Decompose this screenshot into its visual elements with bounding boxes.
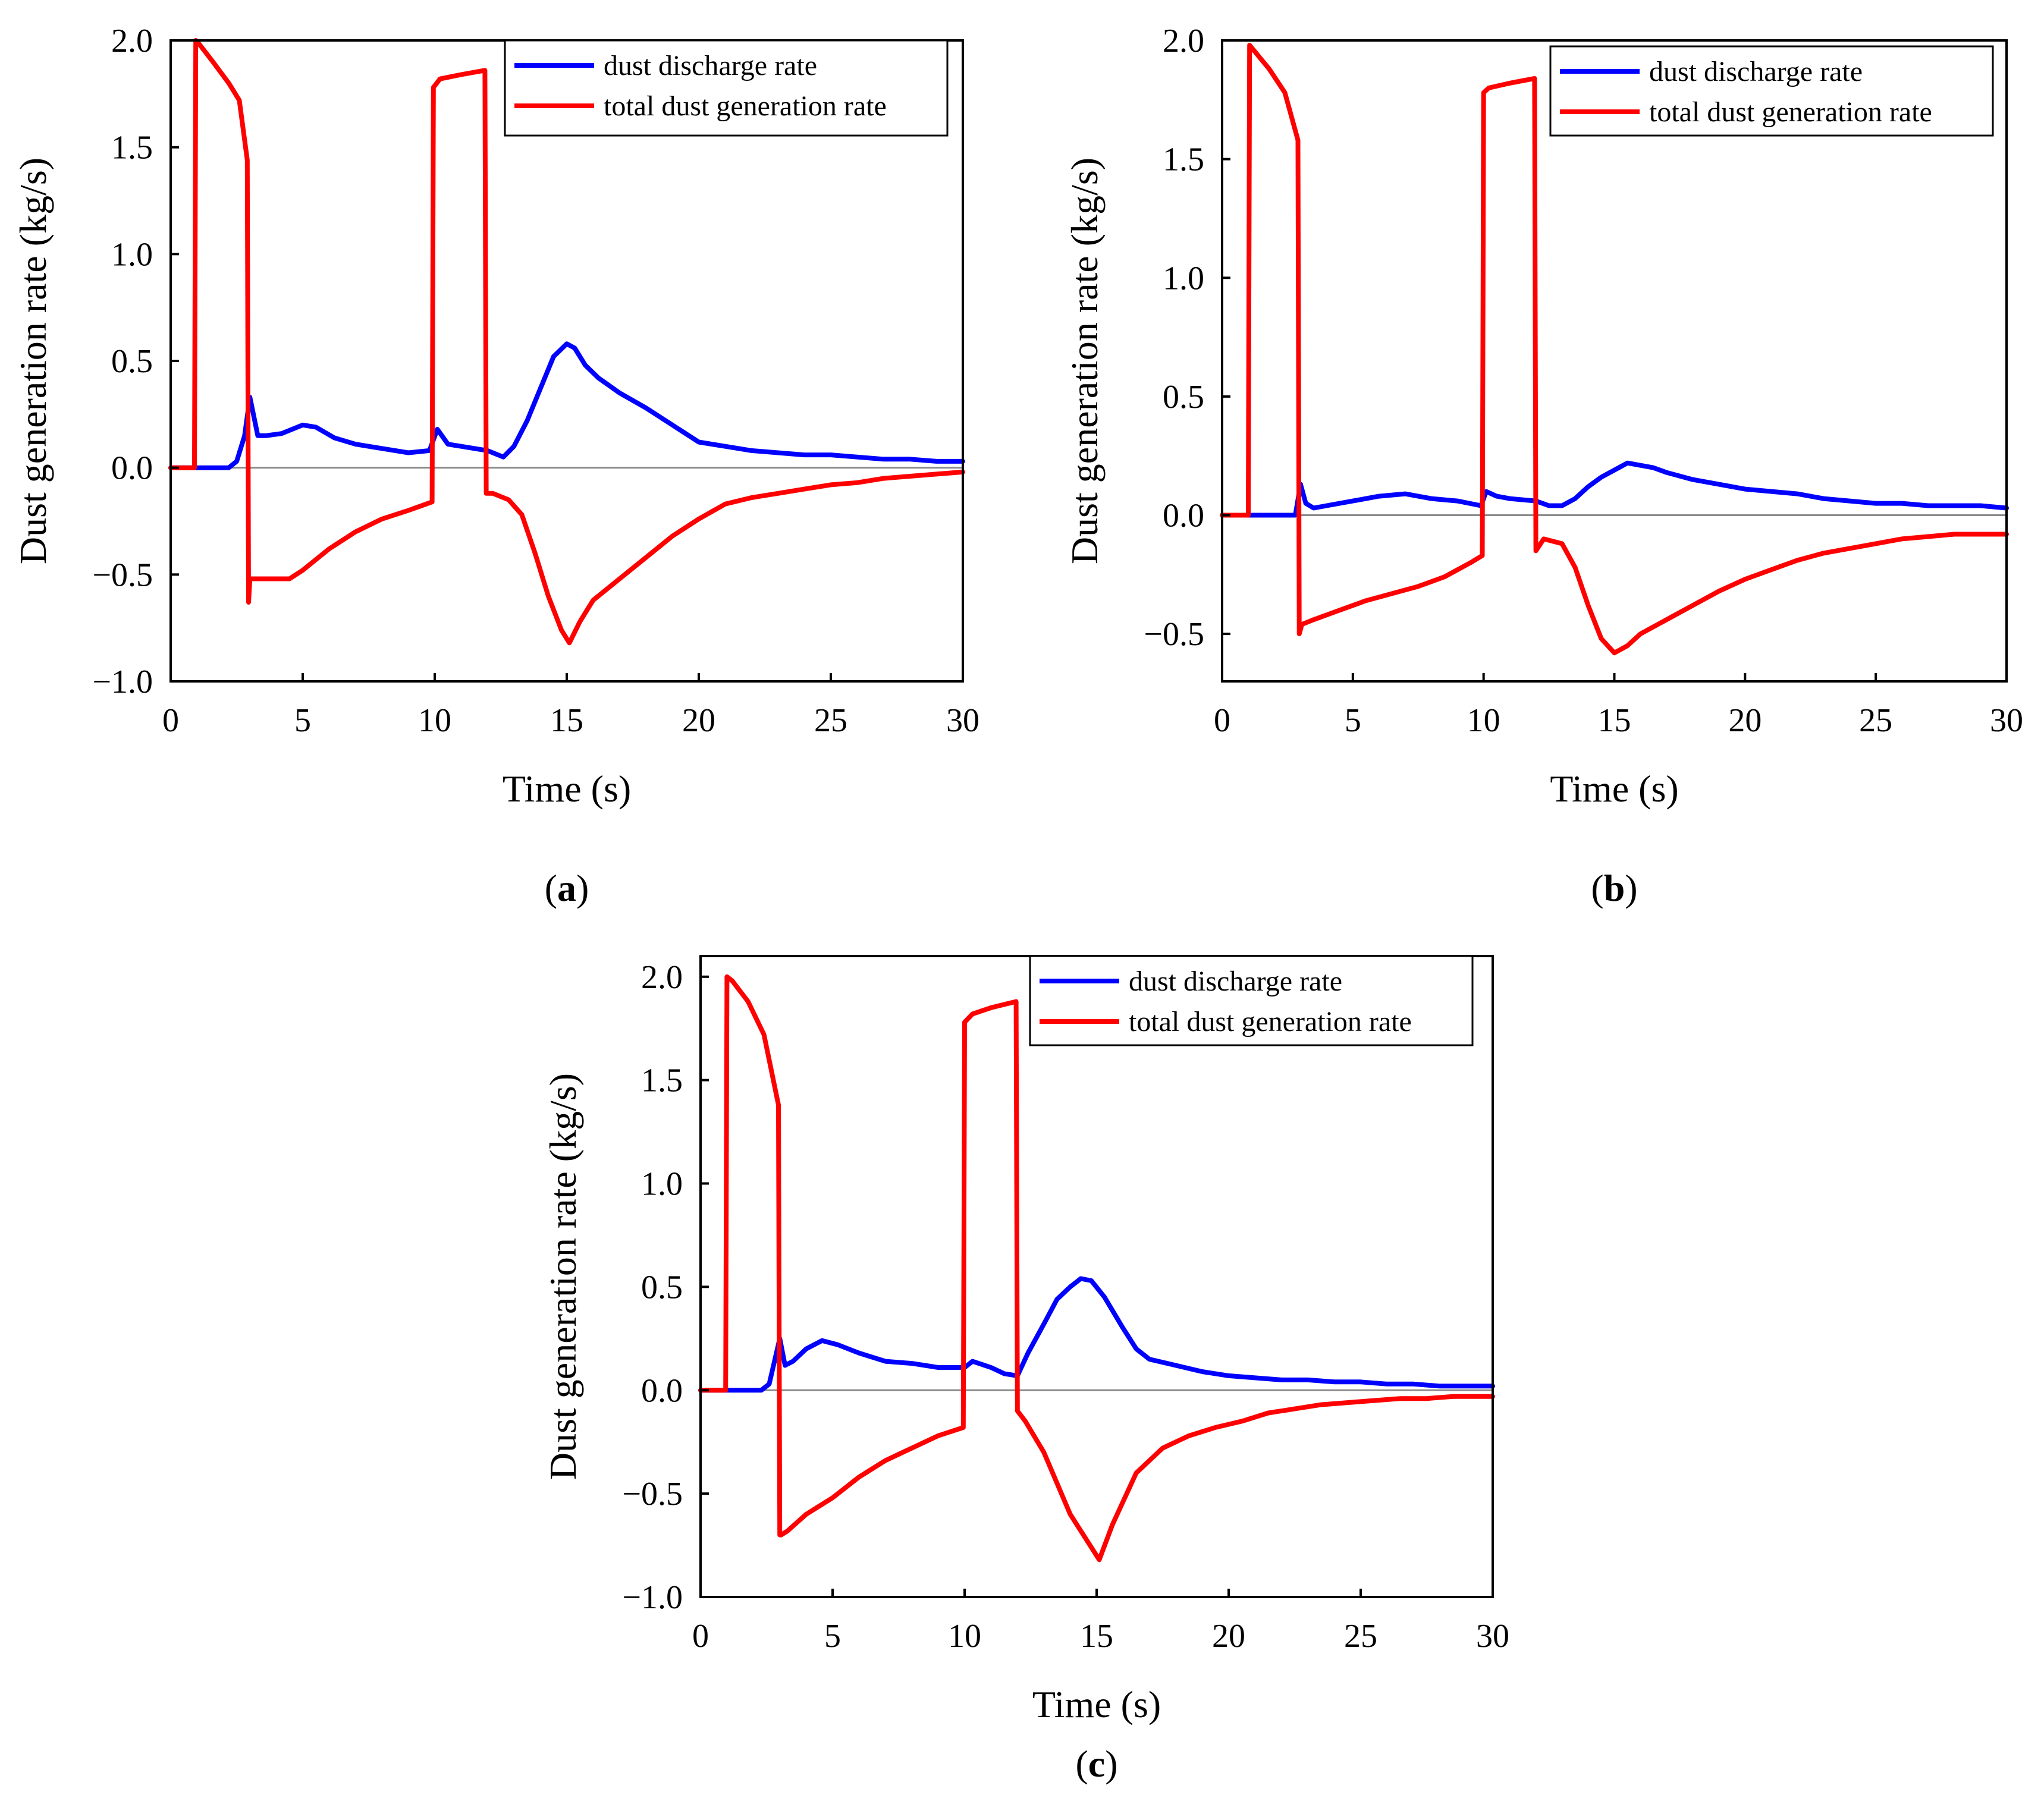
- y-tick-label: 1.0: [111, 236, 153, 273]
- legend-box: [1029, 955, 1474, 1046]
- x-tick-label: 15: [1598, 702, 1631, 739]
- y-tick-label: 2.0: [111, 23, 153, 59]
- caption-open-paren: (: [545, 867, 557, 909]
- y-tick-label: −1.0: [92, 664, 153, 700]
- y-tick-label: 2.0: [1163, 23, 1204, 59]
- y-tick-label: 1.0: [1163, 260, 1204, 297]
- y-axis-title: Dust generation rate (kg/s): [542, 1073, 584, 1480]
- y-tick-label: 0.5: [1163, 379, 1204, 416]
- y-axis-title: Dust generation rate (kg/s): [12, 158, 54, 564]
- x-axis-title: Time (s): [1550, 768, 1678, 810]
- legend: dust discharge rate total dust generation…: [1549, 45, 1994, 137]
- caption-letter: b: [1604, 867, 1625, 909]
- y-tick-label: 0.0: [641, 1372, 683, 1409]
- x-tick-label: 15: [550, 702, 583, 739]
- legend-box: [504, 39, 949, 137]
- series-line-total-dust-generation: [168, 38, 965, 646]
- caption-letter: a: [557, 867, 576, 909]
- series-line-dust-discharge: [698, 1276, 1495, 1393]
- legend: dust discharge rate total dust generation…: [1029, 955, 1474, 1046]
- panel-caption: (a): [545, 867, 589, 909]
- plot-frame: [169, 39, 964, 683]
- chart-panel-c: 0 5 10 15 20 25 30 −1.0 −0.5 0.0 0.5 1.0 1.5 2.0 Time …: [542, 955, 1509, 1785]
- legend-label: dust discharge rate: [1129, 966, 1342, 997]
- x-tick-label: 0: [162, 702, 179, 739]
- legend-label: total dust generation rate: [604, 90, 887, 122]
- series-line-dust-discharge: [1220, 460, 2009, 518]
- chart-panel-b: 0 5 10 15 20 25 30 −0.5 0.0 0.5 1.0 1.5 2.0 Time (s) D…: [1063, 23, 2023, 909]
- x-tick-label: 30: [1990, 702, 2023, 739]
- series-line-total-dust-generation: [1220, 43, 2009, 656]
- y-tick-label: 1.5: [111, 130, 153, 166]
- legend-label: dust discharge rate: [1649, 56, 1863, 87]
- caption-letter: c: [1088, 1743, 1105, 1785]
- y-tick-label: 1.5: [641, 1062, 683, 1099]
- series-line-dust-discharge: [168, 341, 965, 470]
- plot-frame: [699, 955, 1494, 1598]
- x-tick-label: 5: [294, 702, 311, 739]
- legend-box: [1549, 45, 1994, 137]
- y-tick-label: 2.0: [641, 959, 683, 996]
- x-tick-label: 10: [1467, 702, 1500, 739]
- legend-label: total dust generation rate: [1649, 96, 1932, 128]
- y-tick-label: 0.5: [641, 1269, 683, 1306]
- x-tick-label: 5: [824, 1618, 841, 1655]
- y-tick-label: −0.5: [1144, 616, 1204, 653]
- x-tick-label: 20: [1728, 702, 1762, 739]
- y-tick-label: −0.5: [92, 557, 153, 593]
- x-tick-label: 30: [1476, 1618, 1509, 1655]
- x-tick-label: 10: [418, 702, 451, 739]
- plot-frame: [1221, 39, 2008, 683]
- caption-close-paren: ): [1625, 867, 1637, 909]
- x-tick-label: 30: [946, 702, 979, 739]
- x-tick-label: 25: [1859, 702, 1892, 739]
- y-tick-label: −1.0: [622, 1579, 683, 1616]
- x-tick-label: 20: [1212, 1618, 1245, 1655]
- x-tick-label: 5: [1345, 702, 1361, 739]
- caption-open-paren: (: [1075, 1743, 1088, 1785]
- y-tick-label: 0.0: [1163, 498, 1204, 535]
- panel-caption: (b): [1591, 867, 1637, 909]
- caption-open-paren: (: [1591, 867, 1603, 909]
- x-tick-label: 25: [814, 702, 847, 739]
- panel-caption: (c): [1075, 1743, 1117, 1785]
- y-tick-label: 0.5: [111, 343, 153, 380]
- x-axis-title: Time (s): [503, 768, 631, 810]
- y-tick-label: 0.0: [111, 450, 153, 487]
- y-tick-label: −0.5: [622, 1476, 683, 1513]
- series-line-total-dust-generation: [698, 974, 1495, 1563]
- x-tick-label: 10: [948, 1618, 981, 1655]
- y-tick-label: 1.5: [1163, 142, 1204, 178]
- legend: dust discharge rate total dust generation…: [504, 39, 949, 137]
- x-tick-label: 25: [1344, 1618, 1377, 1655]
- caption-close-paren: ): [576, 867, 589, 909]
- y-axis-title: Dust generation rate (kg/s): [1063, 158, 1106, 564]
- y-tick-label: 1.0: [641, 1166, 683, 1203]
- chart-panel-a: 0 5 10 15 20 25 30 −1.0 −0.5 0.0 0.5 1.0 1.5 2.0 Time …: [12, 23, 979, 909]
- x-axis-title: Time (s): [1032, 1683, 1161, 1725]
- x-tick-label: 0: [692, 1618, 709, 1655]
- legend-label: total dust generation rate: [1129, 1006, 1412, 1038]
- x-tick-label: 0: [1214, 702, 1230, 739]
- caption-close-paren: ): [1105, 1743, 1117, 1785]
- legend-label: dust discharge rate: [604, 50, 817, 81]
- x-tick-label: 15: [1080, 1618, 1113, 1655]
- x-tick-label: 20: [682, 702, 715, 739]
